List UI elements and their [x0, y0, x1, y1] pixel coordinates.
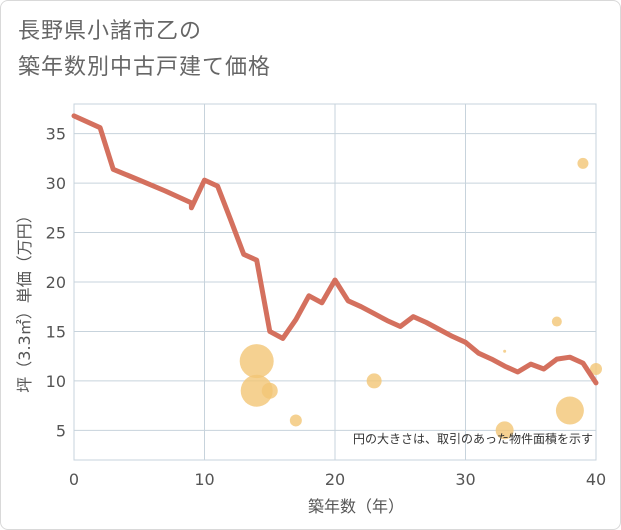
y-tick-label: 5	[56, 421, 66, 440]
y-tick-label: 10	[46, 372, 66, 391]
x-tick-label: 20	[325, 470, 345, 489]
bubble-point	[366, 373, 382, 389]
bubble-point	[240, 374, 273, 407]
y-tick-label: 30	[46, 174, 66, 193]
x-tick-label: 0	[69, 470, 79, 489]
bubble-point	[495, 421, 514, 440]
x-tick-label: 10	[194, 470, 214, 489]
bubble-point	[577, 157, 589, 169]
bubble-point	[590, 363, 602, 376]
x-tick-label: 30	[455, 470, 475, 489]
bubble-point	[555, 396, 584, 425]
y-axis-label: 坪（3.3㎡）単価（万円）	[15, 207, 34, 392]
bubble-point	[503, 349, 507, 353]
bubble-point	[261, 382, 278, 399]
y-tick-label: 35	[46, 125, 66, 144]
bubble-point	[239, 344, 274, 379]
y-tick-label: 25	[46, 224, 66, 243]
title-line-2: 築年数別中古戸建て価格	[18, 55, 272, 80]
bubble-point	[551, 316, 562, 327]
average-price-line	[71, 113, 599, 386]
title-line-1: 長野県小諸市乙の	[18, 19, 203, 44]
y-tick-label: 20	[46, 273, 66, 292]
line-series	[71, 113, 599, 386]
bubble-size-note: 円の大きさは、取引のあった物件面積を示す	[353, 431, 593, 446]
axis-ticks: 0 10 20 30 40 5 10 15 20 25 30 35	[46, 125, 607, 489]
x-tick-label: 40	[586, 470, 606, 489]
bubble-series	[239, 157, 602, 440]
chart-title: 長野県小諸市乙の 築年数別中古戸建て価格	[18, 14, 271, 86]
grid-lines	[74, 104, 596, 460]
y-tick-label: 15	[46, 322, 66, 341]
x-axis-label: 築年数（年）	[308, 497, 404, 516]
bubble-point	[289, 414, 302, 427]
